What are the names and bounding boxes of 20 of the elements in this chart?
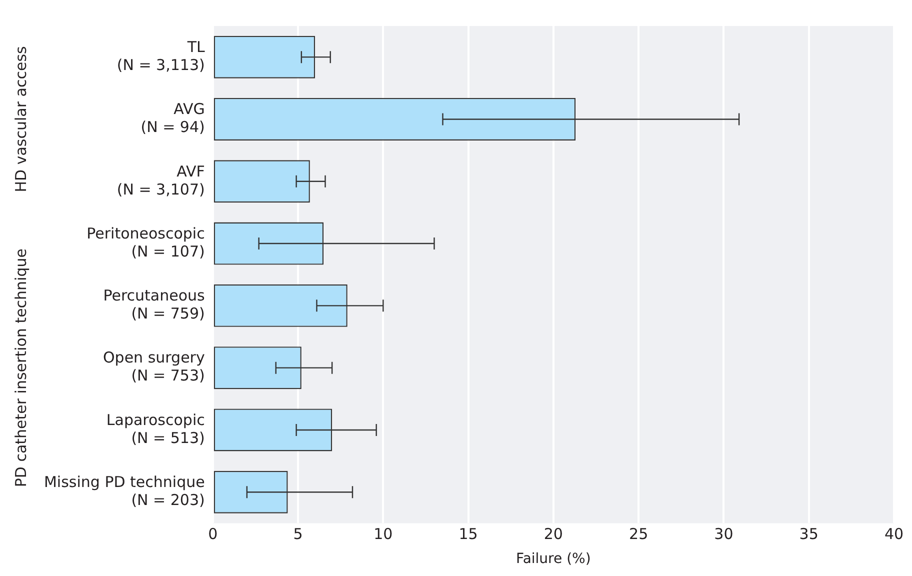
y-tick-label: AVG (N = 94) xyxy=(140,100,205,136)
y-tick-label: Peritoneoscopic (N = 107) xyxy=(86,224,205,260)
x-tick-label: 35 xyxy=(799,525,818,544)
y-tick-label: Laparoscopic (N = 513) xyxy=(106,410,205,447)
x-tick-label: 20 xyxy=(544,525,563,544)
y-tick-label: Open surgery (N = 753) xyxy=(103,348,205,385)
y-tick-label: AVF (N = 3,107) xyxy=(116,162,205,198)
text: HD vascular access xyxy=(12,46,30,192)
y-tick-label: Percutaneous (N = 759) xyxy=(103,286,206,323)
x-tick-label: 40 xyxy=(884,525,904,544)
x-tick-label: 0 xyxy=(208,525,218,544)
y-tick-label: TL (N = 3,113) xyxy=(116,38,206,74)
x-tick-label: 5 xyxy=(293,525,303,544)
x-axis-title: Failure (%) xyxy=(516,551,591,568)
x-tick-label: 25 xyxy=(629,525,648,544)
x-tick-label: 15 xyxy=(458,525,478,544)
text: PD catheter insertion technique xyxy=(12,248,30,488)
y-tick-label: Missing PD technique (N = 203) xyxy=(44,473,205,510)
x-tick-label: 30 xyxy=(714,525,734,544)
x-tick-label: 10 xyxy=(374,525,393,544)
